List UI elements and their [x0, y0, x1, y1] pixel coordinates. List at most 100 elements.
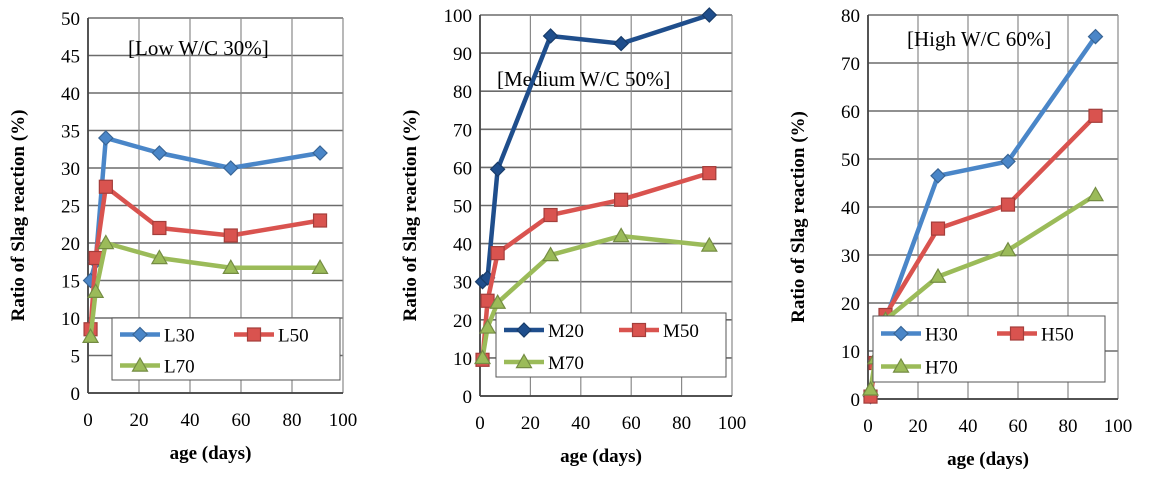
y-tick-label: 10 [841, 342, 860, 363]
legend-item: M50 [619, 321, 699, 342]
x-tick-label: 60 [622, 413, 641, 434]
legend-marker [516, 322, 532, 338]
data-point [222, 259, 240, 274]
panel-annotation: [Medium W/C 50%] [497, 67, 670, 91]
data-point [223, 228, 238, 243]
y-tick-label: 0 [851, 390, 861, 411]
legend-label: L30 [164, 326, 195, 347]
series-line [480, 170, 710, 360]
legend: L30 L50 L70 [111, 317, 341, 381]
legend-marker [515, 353, 533, 369]
data-point [312, 145, 328, 161]
y-tick-label: 70 [841, 54, 860, 75]
data-point [82, 328, 100, 343]
data-point [614, 192, 629, 207]
y-tick-label: 40 [453, 235, 472, 256]
x-tick-label: 40 [959, 416, 978, 437]
y-tick-label: 0 [71, 384, 81, 405]
data-point [150, 249, 168, 265]
y-axis-title: Ratio of Slag reaction (%) [400, 110, 421, 322]
series-line [88, 240, 321, 338]
data-point [1088, 108, 1103, 123]
legend-marker [1009, 326, 1025, 341]
y-tick-label: 40 [841, 198, 860, 219]
x-tick-label: 80 [283, 410, 302, 431]
x-tick-label: 0 [863, 416, 873, 437]
x-axis-title: age (days) [560, 446, 642, 467]
panel-annotation: [High W/C 60%] [907, 27, 1051, 51]
y-tick-label: 10 [61, 309, 80, 330]
y-tick-label: 60 [841, 102, 860, 123]
chart-panel-1: 0 5 10 15 20 25 30 35 40 45 50 0 20 40 60 80 100 age (day… [8, 9, 357, 464]
data-point [98, 179, 113, 194]
data-point [1087, 28, 1104, 45]
legend-item: M20 [504, 321, 584, 342]
y-tick-label: 50 [841, 150, 860, 171]
legend-label: H50 [1041, 325, 1074, 346]
data-point [87, 283, 105, 298]
legend-item: L50 [234, 326, 309, 347]
chart-panel-3: 0 10 20 30 40 50 60 70 80 0 20 40 60 80 100 age (days) R… [788, 6, 1132, 470]
y-tick-label: 0 [463, 387, 473, 408]
x-tick-label: 100 [1104, 416, 1133, 437]
data-point [702, 166, 717, 181]
legend-marker [132, 326, 148, 343]
y-tick-label: 30 [453, 273, 472, 294]
x-tick-label: 0 [83, 410, 93, 431]
y-tick-label: 80 [841, 6, 860, 27]
y-tick-label: 60 [453, 158, 472, 179]
y-tick-label: 80 [453, 82, 472, 103]
legend-item: H50 [997, 325, 1074, 346]
x-tick-label: 60 [232, 410, 251, 431]
legend-label: M20 [548, 321, 584, 342]
legend-box [872, 315, 1106, 383]
legend-marker [631, 322, 647, 338]
legend-label: L70 [164, 357, 195, 378]
y-tick-label: 25 [61, 197, 80, 218]
series-M70 [473, 227, 718, 365]
data-point [861, 380, 880, 396]
data-point [98, 130, 114, 146]
legend-label: M50 [663, 321, 699, 342]
data-point [543, 207, 558, 223]
data-point [152, 220, 167, 236]
data-point [930, 221, 946, 236]
y-tick-label: 20 [453, 311, 472, 332]
x-tick-label: 100 [329, 410, 358, 431]
data-point [489, 161, 506, 178]
legend-item: H30 [881, 325, 958, 346]
data-point [930, 167, 946, 184]
series-L50 [83, 179, 328, 337]
data-point [311, 259, 329, 274]
legend-box [111, 317, 341, 381]
legend-label: H70 [925, 358, 958, 379]
data-point [929, 267, 947, 283]
data-point [700, 236, 718, 252]
x-axis-title: age (days) [170, 443, 252, 464]
x-tick-label: 80 [1059, 416, 1078, 437]
x-axis-title: age (days) [947, 449, 1029, 470]
data-point [490, 246, 505, 261]
x-tick-label: 40 [181, 410, 200, 431]
data-point [1000, 197, 1016, 212]
legend-marker [131, 356, 149, 372]
x-tick-label: 20 [521, 413, 540, 434]
legend-item: H70 [881, 358, 958, 379]
data-point [479, 318, 497, 334]
x-tick-label: 20 [130, 410, 149, 431]
data-point [489, 293, 507, 309]
legend-label: M70 [548, 353, 584, 374]
x-tick-label: 100 [718, 413, 747, 434]
y-tick-label: 10 [453, 349, 472, 370]
legend-marker [246, 327, 262, 342]
y-tick-label: 90 [453, 44, 472, 65]
x-tick-label: 40 [571, 413, 590, 434]
y-tick-label: 100 [444, 6, 473, 27]
y-tick-label: 70 [453, 120, 472, 141]
data-point [542, 28, 559, 44]
data-point [312, 213, 328, 228]
y-tick-label: 20 [841, 294, 860, 315]
y-tick-label: 50 [453, 197, 472, 218]
x-tick-label: 80 [672, 413, 691, 434]
